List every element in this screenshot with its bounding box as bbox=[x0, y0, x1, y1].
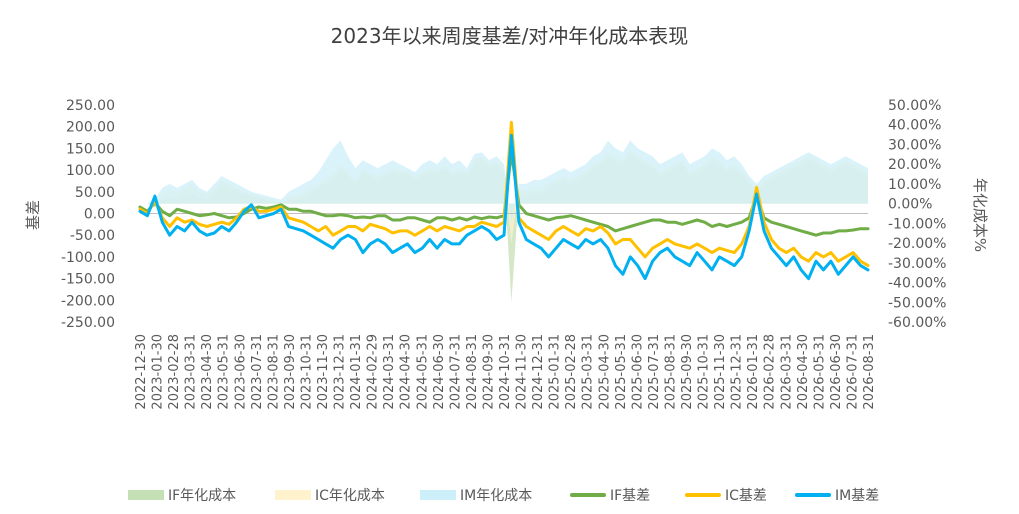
y-tick-label: 100.00 bbox=[66, 163, 115, 179]
legend-item-if-basis[interactable]: IF基差 bbox=[570, 485, 650, 505]
x-tick-label: 2024-08-31 bbox=[465, 334, 480, 410]
y2-tick-label: 40.00% bbox=[888, 118, 941, 134]
y2-tick-label: 10.00% bbox=[888, 177, 941, 193]
x-tick-label: 2025-01-31 bbox=[548, 334, 563, 410]
x-tick-label: 2024-09-30 bbox=[482, 334, 497, 410]
y-axis-label: 基差 bbox=[24, 200, 42, 230]
y-tick-label: -200.00 bbox=[61, 293, 115, 309]
x-tick-label: 2023-04-30 bbox=[200, 334, 215, 410]
x-tick-label: 2026-01-31 bbox=[746, 334, 761, 410]
area-series-layer bbox=[140, 140, 868, 303]
legend-item-im-basis[interactable]: IM基差 bbox=[795, 485, 879, 505]
x-tick-label: 2026-08-31 bbox=[862, 334, 877, 410]
legend-swatch-if-cost bbox=[128, 490, 164, 500]
x-tick-label: 2025-07-31 bbox=[647, 334, 662, 410]
x-tick-label: 2024-07-31 bbox=[448, 334, 463, 410]
y-tick-label: -100.00 bbox=[61, 250, 115, 266]
x-tick-label: 2025-03-31 bbox=[581, 334, 596, 410]
y-tick-label: 150.00 bbox=[66, 141, 115, 157]
x-tick-label: 2025-12-31 bbox=[730, 334, 745, 410]
legend-label: IC年化成本 bbox=[315, 488, 385, 504]
y2-axis-label: 年化成本% bbox=[971, 178, 989, 252]
y-tick-label: 200.00 bbox=[66, 120, 115, 136]
x-tick-label: 2023-01-30 bbox=[151, 334, 166, 410]
legend-label: IF年化成本 bbox=[168, 488, 237, 504]
x-tick-label: 2026-07-31 bbox=[846, 334, 861, 410]
legend-line-im-basis bbox=[795, 493, 831, 497]
legend: IF年化成本 IC年化成本 IM年化成本 IF基差 IC基差 IM基差 bbox=[0, 485, 1019, 507]
x-tick-label: 2025-09-30 bbox=[680, 334, 695, 410]
x-tick-label: 2024-04-30 bbox=[399, 334, 414, 410]
y-tick-label: 250.00 bbox=[66, 98, 115, 114]
legend-swatch-im-cost bbox=[420, 490, 456, 500]
y2-tick-label: 30.00% bbox=[888, 137, 941, 153]
x-tick-label: 2024-03-31 bbox=[382, 334, 397, 410]
chart-title: 2023年以来周度基差/对冲年化成本表现 bbox=[330, 24, 689, 48]
legend-label: IM年化成本 bbox=[460, 488, 533, 504]
y2-tick-label: -50.00% bbox=[888, 295, 946, 311]
legend-line-if-basis bbox=[570, 493, 606, 497]
y2-tick-label: 0.00% bbox=[888, 197, 932, 213]
y2-tick-label: -60.00% bbox=[888, 315, 946, 331]
x-tick-label: 2026-05-31 bbox=[812, 334, 827, 410]
y2-tick-label: -30.00% bbox=[888, 256, 946, 272]
x-tick-label: 2025-10-31 bbox=[697, 334, 712, 410]
x-tick-label: 2025-04-30 bbox=[597, 334, 612, 410]
legend-label: IF基差 bbox=[610, 488, 651, 504]
x-tick-label: 2024-05-31 bbox=[415, 334, 430, 410]
x-tick-label: 2026-03-31 bbox=[779, 334, 794, 410]
x-tick-label: 2023-05-31 bbox=[217, 334, 232, 410]
x-tick-label: 2022-12-30 bbox=[134, 334, 149, 410]
y-tick-label: 0.00 bbox=[84, 207, 115, 223]
x-tick-label: 2024-11-30 bbox=[515, 334, 530, 410]
y2-tick-label: -20.00% bbox=[888, 236, 946, 252]
x-tick-label: 2024-02-29 bbox=[366, 334, 381, 410]
y2-tick-label: -40.00% bbox=[888, 276, 946, 292]
y-tick-label: -50.00 bbox=[70, 228, 115, 244]
x-tick-label: 2026-06-30 bbox=[829, 334, 844, 410]
legend-label: IM基差 bbox=[835, 488, 880, 504]
x-tick-label: 2025-06-30 bbox=[630, 334, 645, 410]
area-series-IM年化成本 bbox=[140, 140, 868, 224]
y2-tick-label: 20.00% bbox=[888, 157, 941, 173]
y2-tick-label: 50.00% bbox=[888, 98, 941, 114]
x-tick-label: 2025-02-28 bbox=[564, 334, 579, 410]
legend-line-ic-basis bbox=[685, 493, 721, 497]
x-tick-label: 2026-04-30 bbox=[796, 334, 811, 410]
x-tick-label: 2023-10-31 bbox=[300, 334, 315, 410]
x-tick-label: 2024-10-31 bbox=[498, 334, 513, 410]
y-tick-label: 50.00 bbox=[75, 185, 115, 201]
x-tick-label: 2023-06-30 bbox=[233, 334, 248, 410]
legend-label: IC基差 bbox=[725, 488, 767, 504]
line-series-layer bbox=[138, 120, 870, 281]
legend-item-ic-basis[interactable]: IC基差 bbox=[685, 485, 767, 505]
x-tick-label: 2026-02-28 bbox=[763, 334, 778, 410]
x-tick-label: 2025-08-31 bbox=[664, 334, 679, 410]
x-tick-label: 2024-12-31 bbox=[531, 334, 546, 410]
x-tick-label: 2023-12-31 bbox=[333, 334, 348, 410]
x-tick-label: 2023-03-31 bbox=[184, 334, 199, 410]
legend-item-if-cost[interactable]: IF年化成本 bbox=[128, 485, 236, 505]
x-tick-label: 2024-06-30 bbox=[432, 334, 447, 410]
left-axis-ticks: 250.00 200.00 150.00 100.00 50.00 0.00 -50.00 -… bbox=[61, 98, 115, 331]
legend-swatch-ic-cost bbox=[275, 490, 311, 500]
line-series-IM基差 bbox=[138, 133, 870, 281]
x-tick-label: 2023-09-30 bbox=[283, 334, 298, 410]
legend-item-ic-cost[interactable]: IC年化成本 bbox=[275, 485, 385, 505]
x-tick-label: 2025-05-31 bbox=[614, 334, 629, 410]
x-tick-label: 2023-08-31 bbox=[266, 334, 281, 410]
right-axis-ticks: 50.00% 40.00% 30.00% 20.00% 10.00% 0.00% -10.0… bbox=[888, 98, 946, 331]
legend-item-im-cost[interactable]: IM年化成本 bbox=[420, 485, 532, 505]
x-tick-label: 2023-11-30 bbox=[316, 334, 331, 410]
y-tick-label: -250.00 bbox=[61, 315, 115, 331]
y2-tick-label: -10.00% bbox=[888, 216, 946, 232]
x-tick-label: 2023-02-28 bbox=[167, 334, 182, 410]
x-axis-ticks: 2022-12-30 2023-01-30 2023-02-28 2023-03-31… bbox=[134, 334, 877, 410]
x-tick-label: 2023-07-31 bbox=[250, 334, 265, 410]
y-tick-label: -150.00 bbox=[61, 272, 115, 288]
x-tick-label: 2024-01-31 bbox=[349, 334, 364, 410]
x-tick-label: 2025-11-30 bbox=[713, 334, 728, 410]
